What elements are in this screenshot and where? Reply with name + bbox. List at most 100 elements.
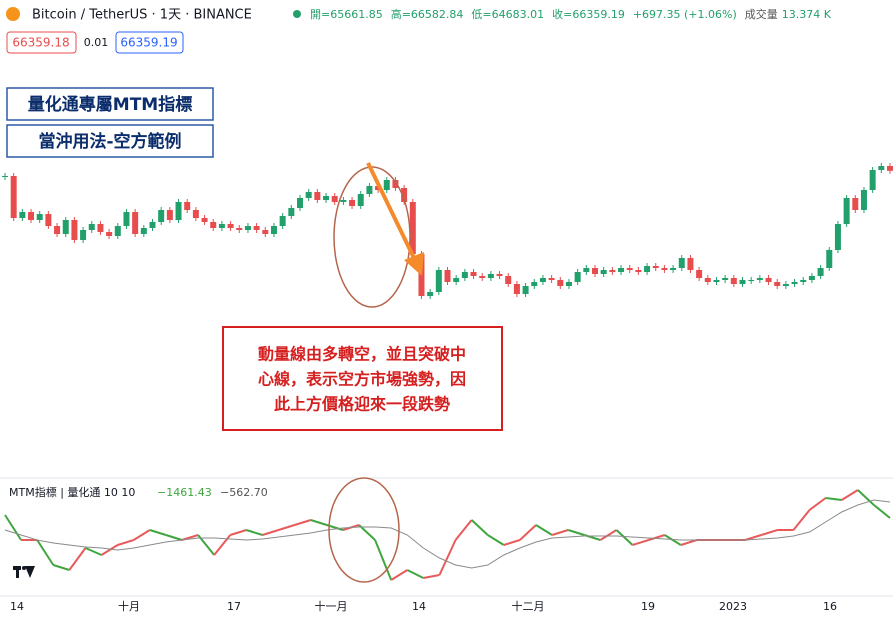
mtm-segment [4, 514, 22, 541]
ask-box[interactable] [115, 31, 184, 54]
candle [88, 224, 95, 230]
candle [722, 278, 729, 280]
mtm-segment [873, 504, 891, 519]
highlight-circle [328, 477, 400, 583]
candle [253, 226, 260, 230]
candle [765, 278, 772, 282]
stat: 低=64683.01 [471, 8, 544, 21]
candle [843, 198, 850, 224]
mtm-segment [294, 519, 312, 526]
note-box [222, 326, 503, 431]
candle [687, 258, 694, 270]
mtm-segment [310, 519, 328, 526]
candle [774, 282, 781, 286]
candle [401, 188, 408, 202]
candle [565, 282, 572, 286]
mtm-segment [117, 539, 135, 546]
candle [427, 292, 434, 296]
candle [366, 186, 373, 194]
candle [149, 222, 156, 228]
volume: 13.374 K [782, 8, 832, 21]
candle [383, 180, 390, 190]
candle [227, 224, 234, 228]
subtitle-box [6, 124, 214, 158]
mtm-segment [149, 529, 167, 536]
candle [279, 216, 286, 226]
candle [496, 274, 503, 276]
candle [782, 284, 789, 286]
mtm-segment [599, 529, 617, 541]
candle [696, 270, 703, 278]
mtm-segment [423, 574, 440, 579]
candle [704, 278, 711, 282]
candle [305, 192, 312, 198]
candle [531, 282, 538, 286]
candle [123, 212, 130, 226]
spread: 0.01 [84, 36, 109, 49]
candle [132, 212, 139, 234]
mtm-segment [615, 529, 634, 546]
candle [626, 268, 633, 270]
x-tick-label: 14 [10, 600, 24, 613]
mtm-segment [519, 524, 537, 541]
candle [791, 282, 798, 284]
mtm-segment [551, 529, 569, 536]
candle [730, 278, 737, 284]
candle [800, 280, 807, 282]
candle [756, 278, 763, 280]
candle [236, 228, 243, 230]
candle [323, 196, 330, 200]
mtm-segment [438, 539, 457, 576]
mtm-segment [808, 497, 827, 511]
stat: 高=66582.84 [391, 7, 464, 21]
candle [652, 266, 659, 268]
x-tick-label: 十二月 [512, 599, 545, 613]
candle [270, 226, 277, 234]
candle [297, 198, 303, 208]
candle [852, 198, 859, 210]
mtm-segment [165, 534, 183, 541]
mtm-segment [454, 519, 473, 541]
candle [184, 202, 191, 210]
candle [635, 270, 642, 272]
indicator-signal: −562.70 [220, 486, 268, 499]
x-tick-label: 16 [823, 600, 837, 613]
mtm-segment [262, 529, 279, 536]
candle [106, 232, 113, 236]
annotation-subtitle: 當沖用法-空方範例 [38, 131, 181, 152]
mtm-segment [52, 564, 70, 571]
candle [505, 276, 512, 284]
mtm-segment [744, 534, 762, 541]
candle [244, 226, 251, 230]
candle [739, 280, 746, 284]
candle [548, 278, 555, 280]
candle [62, 220, 69, 234]
mtm-segment [390, 569, 408, 581]
indicator-pane [4, 489, 891, 581]
candle [522, 286, 529, 294]
mtm-segment [792, 509, 811, 531]
x-tick-label: 十月 [118, 599, 140, 613]
candle [80, 230, 87, 240]
candle [461, 272, 468, 278]
bid-box[interactable] [6, 31, 77, 54]
mtm-segment [101, 544, 119, 556]
note-line: 動量線由多轉空，並且突破中 [258, 345, 466, 364]
stat: 開=65661.85 [310, 8, 383, 21]
candle [808, 276, 815, 280]
candle [887, 166, 893, 171]
candle [826, 250, 833, 268]
price-pane [2, 163, 893, 299]
candle [140, 228, 147, 234]
mtm-segment [374, 539, 393, 581]
candle [314, 192, 321, 200]
candle [513, 284, 520, 294]
x-tick-label: 十一月 [315, 599, 348, 613]
candle [678, 258, 685, 268]
candle [574, 272, 581, 282]
candle [600, 270, 607, 274]
candle [557, 280, 564, 286]
candle [748, 280, 755, 281]
ask: 66359.19 [120, 36, 177, 50]
